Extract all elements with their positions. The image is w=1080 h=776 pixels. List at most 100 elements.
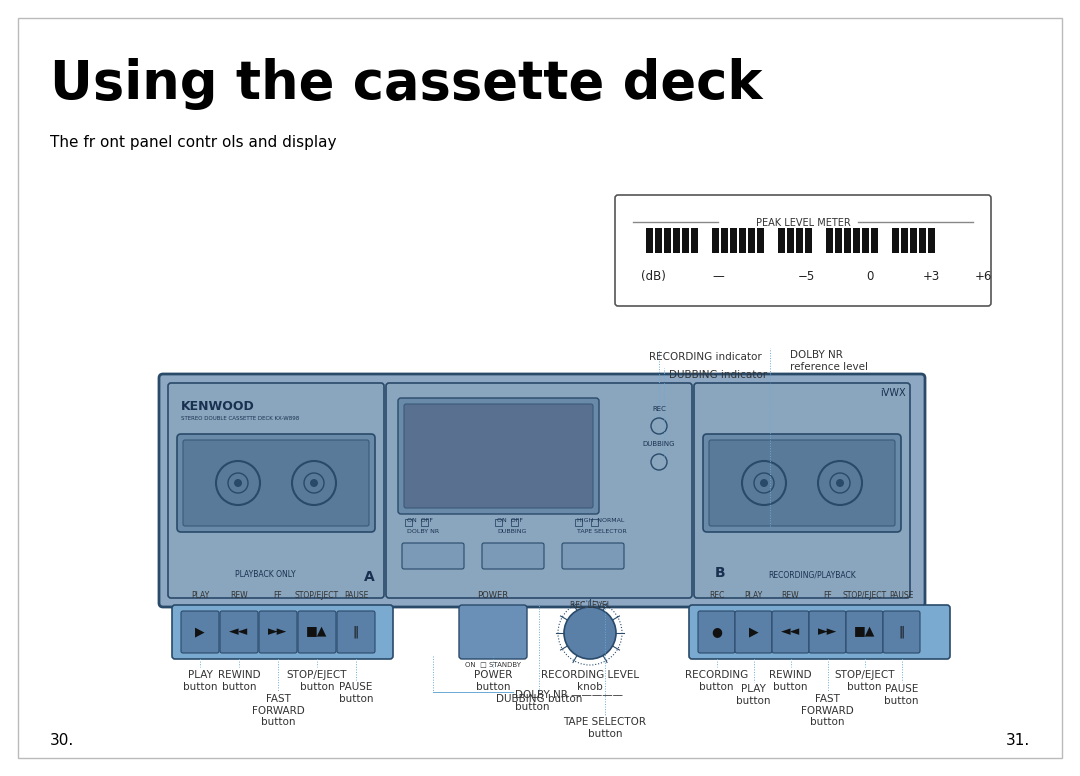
Text: iVWX: iVWX [880, 388, 906, 398]
Bar [826, 228, 833, 253]
Bar [787, 228, 794, 253]
Text: B: B [715, 566, 726, 580]
Bar [919, 228, 926, 253]
FancyBboxPatch shape [735, 611, 772, 653]
Text: Using the cassette deck: Using the cassette deck [50, 58, 762, 110]
Text: ‖: ‖ [353, 625, 360, 639]
Bar [870, 228, 878, 253]
Text: DOLBY NR: DOLBY NR [407, 529, 440, 534]
Text: REWIND
button: REWIND button [218, 670, 260, 691]
Text: PAUSE
button: PAUSE button [339, 682, 374, 704]
FancyBboxPatch shape [689, 605, 950, 659]
Circle shape [760, 479, 768, 487]
Text: 30.: 30. [50, 733, 75, 748]
Text: (dB): (dB) [640, 270, 665, 283]
Bar [646, 228, 653, 253]
Text: DUBBING: DUBBING [643, 441, 675, 447]
Text: TAPE SELECTOR
button: TAPE SELECTOR button [564, 717, 647, 739]
Text: ▶: ▶ [748, 625, 758, 639]
Text: DUBBING: DUBBING [497, 529, 526, 534]
FancyBboxPatch shape [459, 605, 527, 659]
Bar [405, 519, 411, 526]
Text: STOP/EJECT: STOP/EJECT [295, 591, 339, 600]
Bar [928, 228, 935, 253]
FancyBboxPatch shape [18, 18, 1062, 758]
Text: DUBBING button: DUBBING button [496, 694, 582, 704]
Bar [910, 228, 917, 253]
Text: PLAYBACK ONLY: PLAYBACK ONLY [235, 570, 296, 579]
Text: HIGH  NORMAL: HIGH NORMAL [577, 518, 624, 523]
FancyBboxPatch shape [177, 434, 375, 532]
Bar [712, 228, 719, 253]
Text: POWER
button: POWER button [474, 670, 512, 691]
FancyBboxPatch shape [703, 434, 901, 532]
Text: DUBBING indicator: DUBBING indicator [669, 370, 767, 380]
Text: DOLBY NR
reference level: DOLBY NR reference level [789, 350, 868, 372]
Bar [730, 228, 737, 253]
Bar [654, 228, 662, 253]
Text: ON  □ STANDBY: ON □ STANDBY [465, 661, 521, 667]
Text: RECORDING/PLAYBACK: RECORDING/PLAYBACK [769, 570, 856, 579]
FancyBboxPatch shape [399, 398, 599, 514]
Text: ►►: ►► [268, 625, 287, 639]
Text: RECORDING LEVEL
knob: RECORDING LEVEL knob [541, 670, 639, 691]
Bar [673, 228, 680, 253]
Text: STEREO DOUBLE CASSETTE DECK KX-W898: STEREO DOUBLE CASSETTE DECK KX-W898 [181, 416, 299, 421]
Text: STOP/EJECT: STOP/EJECT [842, 591, 887, 600]
Circle shape [564, 607, 616, 659]
Text: ◄◄: ◄◄ [781, 625, 800, 639]
FancyBboxPatch shape [698, 611, 735, 653]
Bar [796, 228, 804, 253]
FancyBboxPatch shape [402, 543, 464, 569]
Bar [681, 228, 689, 253]
Text: +6: +6 [974, 270, 991, 283]
FancyBboxPatch shape [159, 374, 924, 607]
Text: FF: FF [823, 591, 832, 600]
Text: STOP/EJECT
button: STOP/EJECT button [834, 670, 894, 691]
Text: −5: −5 [797, 270, 814, 283]
Text: PAUSE: PAUSE [889, 591, 914, 600]
Text: A: A [364, 570, 375, 584]
FancyBboxPatch shape [883, 611, 920, 653]
FancyBboxPatch shape [809, 611, 846, 653]
Text: PLAY
button: PLAY button [183, 670, 217, 691]
FancyBboxPatch shape [337, 611, 375, 653]
Bar [721, 228, 728, 253]
Text: PLAY: PLAY [744, 591, 762, 600]
Bar [853, 228, 860, 253]
FancyBboxPatch shape [181, 611, 219, 653]
Text: PLAY
button: PLAY button [737, 684, 771, 705]
Text: 31.: 31. [1005, 733, 1030, 748]
Bar [691, 228, 698, 253]
Circle shape [310, 479, 318, 487]
Text: REC: REC [708, 591, 725, 600]
FancyBboxPatch shape [183, 440, 369, 526]
Text: PLAY: PLAY [191, 591, 210, 600]
FancyBboxPatch shape [220, 611, 258, 653]
FancyBboxPatch shape [482, 543, 544, 569]
Text: ON  OFF: ON OFF [497, 518, 523, 523]
Text: ▶: ▶ [195, 625, 205, 639]
Bar [495, 519, 502, 526]
FancyBboxPatch shape [846, 611, 883, 653]
Bar [862, 228, 869, 253]
Text: RECORDING
button: RECORDING button [685, 670, 748, 691]
FancyBboxPatch shape [298, 611, 336, 653]
Text: REWIND
button: REWIND button [769, 670, 812, 691]
Bar [664, 228, 671, 253]
Text: The fr ont panel contr ols and display: The fr ont panel contr ols and display [50, 135, 337, 150]
Text: STOP/EJECT
button: STOP/EJECT button [287, 670, 348, 691]
FancyBboxPatch shape [694, 383, 910, 598]
Bar [835, 228, 842, 253]
Text: PAUSE: PAUSE [343, 591, 368, 600]
Text: —: — [712, 270, 724, 283]
Bar [778, 228, 785, 253]
FancyBboxPatch shape [168, 383, 384, 598]
Bar [748, 228, 755, 253]
Text: ►►: ►► [818, 625, 837, 639]
Bar [805, 228, 812, 253]
Bar [591, 519, 598, 526]
Text: REC LEVEL: REC LEVEL [569, 601, 610, 610]
Bar [757, 228, 764, 253]
Bar [739, 228, 746, 253]
